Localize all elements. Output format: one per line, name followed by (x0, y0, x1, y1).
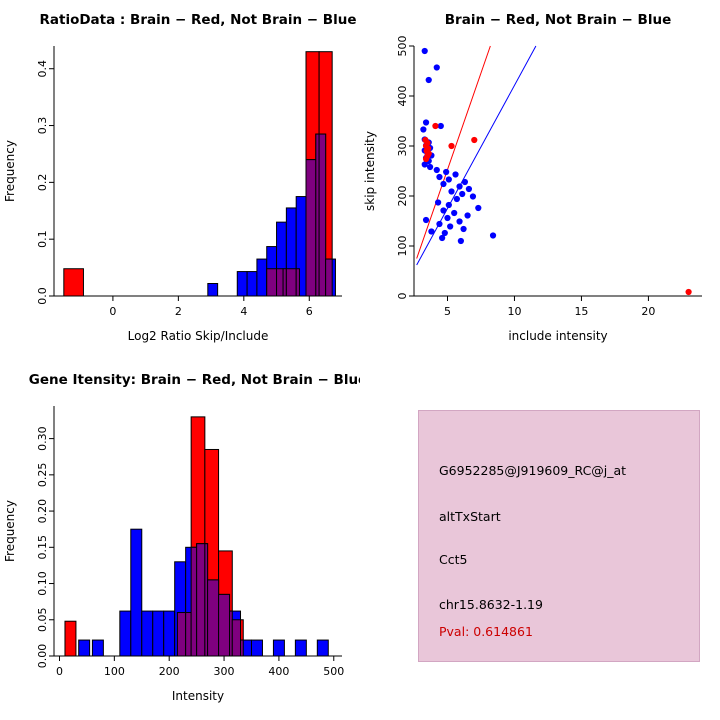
svg-text:4: 4 (240, 305, 247, 318)
ratio-hist-ylabel: Frequency (3, 140, 17, 202)
svg-text:0.4: 0.4 (36, 60, 49, 78)
ratio-hist-title: RatioData : Brain − Red, Not Brain − Blu… (39, 12, 356, 28)
svg-text:6: 6 (306, 305, 313, 318)
ratio-histogram-chart: RatioData : Brain − Red, Not Brain − Blu… (3, 12, 357, 343)
intensity-scatter-title: Brain − Red, Not Brain − Blue (445, 12, 671, 28)
svg-text:300: 300 (214, 665, 235, 678)
intensity-scatter-ylabel: skip intensity (363, 131, 377, 211)
svg-text:15: 15 (574, 305, 588, 318)
gene-hist-xlabel: Intensity (172, 689, 224, 703)
panel-ratio-histogram: RatioData : Brain − Red, Not Brain − Blu… (0, 0, 360, 360)
gene-intensity-histogram-chart: Gene Itensity: Brain − Red, Not Brain − … (3, 372, 360, 703)
ratio-hist-bars (63, 51, 336, 297)
svg-text:100: 100 (396, 236, 409, 257)
svg-text:0.0: 0.0 (36, 287, 49, 305)
panel-intensity-scatter: Brain − Red, Not Brain − Blue 5 10 15 20 0 100… (360, 0, 720, 360)
svg-text:200: 200 (396, 186, 409, 207)
ratio-hist-xlabel: Log2 Ratio Skip/Include (128, 329, 269, 343)
svg-text:2: 2 (175, 305, 182, 318)
svg-text:400: 400 (268, 665, 289, 678)
panel-probe-info: G6952285@J919609_RC@j_at altTxStart Cct5… (360, 360, 720, 720)
svg-text:0: 0 (396, 293, 409, 300)
svg-text:100: 100 (104, 665, 125, 678)
svg-text:500: 500 (396, 36, 409, 57)
svg-text:0.05: 0.05 (36, 608, 49, 633)
svg-text:0.15: 0.15 (36, 535, 49, 560)
svg-text:0.3: 0.3 (36, 117, 49, 135)
svg-text:300: 300 (396, 136, 409, 157)
svg-text:20: 20 (641, 305, 655, 318)
svg-text:0.1: 0.1 (36, 230, 49, 248)
gene-hist-bars (64, 416, 329, 657)
svg-text:200: 200 (159, 665, 180, 678)
alt-type-text: altTxStart (439, 509, 501, 524)
ratio-hist-axes: 0 2 4 6 0.0 0.1 0.2 0.3 0.4 (36, 46, 342, 318)
svg-text:0: 0 (56, 665, 63, 678)
svg-text:0.00: 0.00 (36, 644, 49, 669)
probe-id-text: G6952285@J919609_RC@j_at (439, 463, 627, 478)
panel-gene-intensity-histogram: Gene Itensity: Brain − Red, Not Brain − … (0, 360, 360, 720)
svg-text:0.20: 0.20 (36, 499, 49, 524)
locus-text: chr15.8632-1.19 (439, 597, 543, 612)
svg-text:10: 10 (507, 305, 521, 318)
intensity-scatter-fit-lines (416, 45, 537, 266)
svg-text:5: 5 (444, 305, 451, 318)
svg-text:500: 500 (323, 665, 344, 678)
gene-hist-ylabel: Frequency (3, 500, 17, 562)
intensity-scatter-points (420, 47, 692, 296)
svg-text:0.25: 0.25 (36, 463, 49, 488)
svg-text:0.10: 0.10 (36, 571, 49, 596)
gene-hist-title: Gene Itensity: Brain − Red, Not Brain − … (29, 372, 360, 388)
svg-text:0.2: 0.2 (36, 174, 49, 192)
pval-text: Pval: 0.614861 (439, 624, 533, 639)
svg-text:0.30: 0.30 (36, 426, 49, 451)
intensity-scatter-xlabel: include intensity (508, 329, 607, 343)
gene-name-text: Cct5 (439, 552, 468, 567)
svg-text:0: 0 (109, 305, 116, 318)
svg-text:400: 400 (396, 86, 409, 107)
info-panel: G6952285@J919609_RC@j_at altTxStart Cct5… (418, 410, 700, 662)
